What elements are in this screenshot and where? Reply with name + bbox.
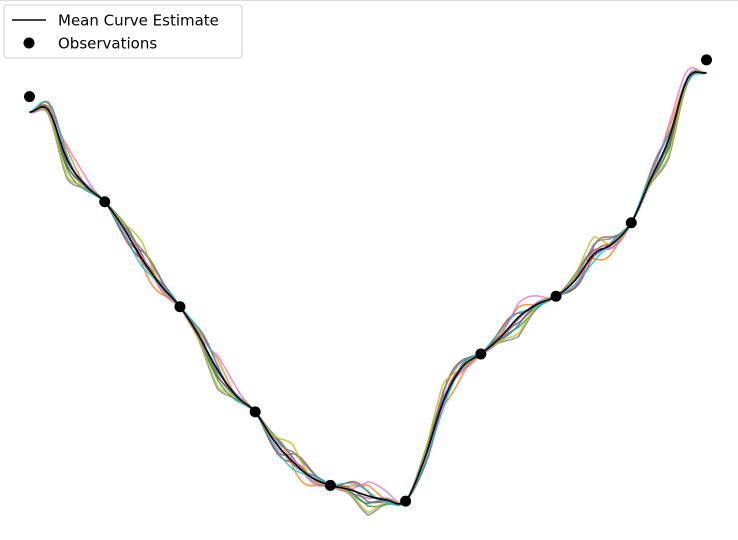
- top-border: [0, 0, 738, 1]
- sample-curve: [29, 66, 707, 505]
- observation-point: [550, 290, 562, 302]
- observation-point: [24, 91, 35, 103]
- observation-points: [24, 54, 712, 507]
- mean-curve-line: [29, 71, 707, 505]
- legend-mean-label: Mean Curve Estimate: [58, 12, 219, 30]
- sample-curve: [29, 71, 707, 508]
- observation-point: [475, 348, 487, 360]
- observation-point: [249, 406, 261, 418]
- sample-curve: [29, 72, 707, 507]
- sample-curve: [29, 71, 707, 506]
- observation-point: [174, 301, 186, 313]
- sample-curve: [29, 70, 707, 517]
- legend-observations-label: Observations: [58, 35, 157, 53]
- sample-curve: [29, 70, 707, 505]
- sample-curve: [29, 70, 707, 514]
- observation-point: [324, 479, 336, 491]
- sample-curves: [29, 66, 707, 517]
- sample-curve: [29, 72, 707, 507]
- legend-observation-swatch: [23, 37, 35, 49]
- sample-curve: [29, 72, 707, 506]
- sample-curve: [29, 69, 707, 504]
- legend-frame: [3, 4, 243, 59]
- observation-point: [400, 495, 412, 507]
- legend: Mean Curve Estimate Observations: [3, 4, 243, 59]
- observation-point: [99, 196, 111, 208]
- observation-point: [701, 54, 712, 66]
- observation-point: [625, 217, 637, 229]
